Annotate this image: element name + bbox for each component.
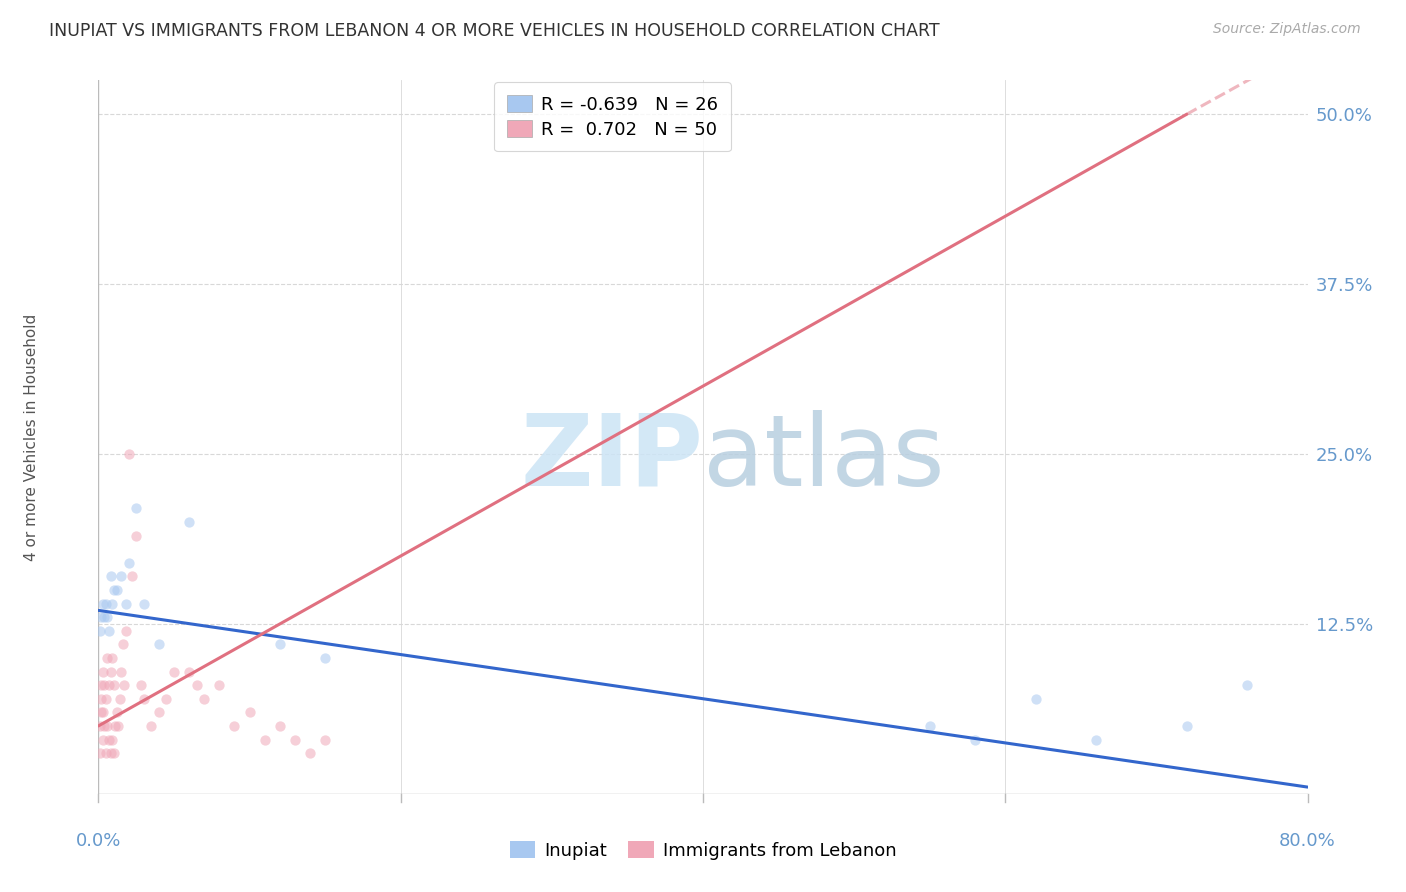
Point <box>179 665 201 679</box>
Point <box>125 528 148 542</box>
Point <box>114 597 136 611</box>
Point <box>103 746 125 760</box>
Point <box>101 597 124 611</box>
Point <box>93 610 115 624</box>
Point <box>91 732 114 747</box>
Point <box>100 746 122 760</box>
Point <box>148 637 170 651</box>
Point <box>89 746 111 760</box>
Point <box>91 665 114 679</box>
Point <box>107 719 129 733</box>
Point <box>108 691 131 706</box>
Point <box>110 569 132 583</box>
Point <box>96 651 118 665</box>
Text: 0.0%: 0.0% <box>76 832 121 850</box>
Point <box>186 678 208 692</box>
Point <box>90 706 112 720</box>
Point <box>96 719 118 733</box>
Point <box>112 678 135 692</box>
Point <box>101 732 124 747</box>
Point <box>103 678 125 692</box>
Point <box>141 719 163 733</box>
Point <box>111 637 134 651</box>
Point <box>132 597 155 611</box>
Point <box>94 597 117 611</box>
Point <box>314 651 336 665</box>
Point <box>314 732 336 747</box>
Point <box>121 569 143 583</box>
Point <box>98 624 121 638</box>
Point <box>253 732 276 747</box>
Point <box>269 719 291 733</box>
Point <box>90 610 112 624</box>
Point <box>104 719 127 733</box>
Point <box>91 597 114 611</box>
Point <box>96 610 118 624</box>
Point <box>132 691 155 706</box>
Point <box>193 691 215 706</box>
Point <box>129 678 152 692</box>
Point <box>918 719 941 733</box>
Text: 4 or more Vehicles in Household: 4 or more Vehicles in Household <box>24 313 39 561</box>
Text: INUPIAT VS IMMIGRANTS FROM LEBANON 4 OR MORE VEHICLES IN HOUSEHOLD CORRELATION C: INUPIAT VS IMMIGRANTS FROM LEBANON 4 OR … <box>49 22 939 40</box>
Point <box>103 582 125 597</box>
Point <box>114 624 136 638</box>
Point <box>105 706 128 720</box>
Point <box>100 665 122 679</box>
Point <box>118 447 141 461</box>
Text: 80.0%: 80.0% <box>1279 832 1336 850</box>
Point <box>91 706 114 720</box>
Point <box>284 732 307 747</box>
Point <box>269 637 291 651</box>
Point <box>1024 691 1046 706</box>
Point <box>224 719 246 733</box>
Point <box>94 691 117 706</box>
Point <box>125 501 148 516</box>
Point <box>101 651 124 665</box>
Point <box>100 569 122 583</box>
Point <box>93 678 115 692</box>
Point <box>179 515 201 529</box>
Point <box>1236 678 1258 692</box>
Point <box>1175 719 1198 733</box>
Point <box>98 678 121 692</box>
Point <box>89 719 111 733</box>
Point <box>90 678 112 692</box>
Point <box>105 582 128 597</box>
Point <box>163 665 186 679</box>
Text: ZIP: ZIP <box>520 410 703 507</box>
Point <box>89 624 111 638</box>
Point <box>110 665 132 679</box>
Point <box>208 678 231 692</box>
Point <box>90 691 112 706</box>
Point <box>118 556 141 570</box>
Point <box>94 746 117 760</box>
Point <box>239 706 262 720</box>
Point <box>93 719 115 733</box>
Text: Source: ZipAtlas.com: Source: ZipAtlas.com <box>1213 22 1361 37</box>
Point <box>1085 732 1108 747</box>
Point <box>98 732 121 747</box>
Point <box>299 746 322 760</box>
Text: atlas: atlas <box>703 410 945 507</box>
Legend: Inupiat, Immigrants from Lebanon: Inupiat, Immigrants from Lebanon <box>502 834 904 867</box>
Point <box>155 691 177 706</box>
Legend: R = -0.639   N = 26, R =  0.702   N = 50: R = -0.639 N = 26, R = 0.702 N = 50 <box>495 82 731 152</box>
Point <box>965 732 987 747</box>
Point <box>148 706 170 720</box>
